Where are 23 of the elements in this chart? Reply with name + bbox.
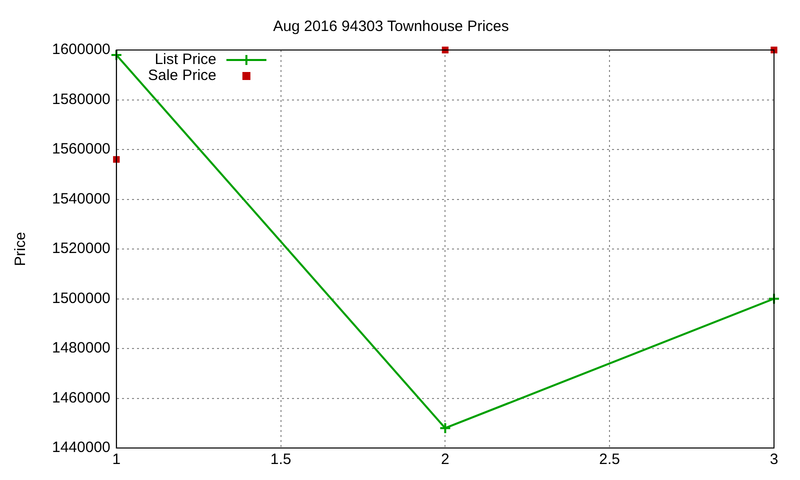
y-tick-label: 1580000 [52,90,110,108]
point [110,48,122,61]
legend-label: List Price [154,51,216,68]
x-tick-label: 1.5 [270,451,292,468]
y-tick-label: 1540000 [52,190,110,208]
x-tick-label: 1 [112,451,121,468]
point [770,46,778,54]
y-tick-label: 1520000 [52,240,110,258]
y-tick-label: 1440000 [52,439,110,456]
x-tick-label: 3 [770,451,778,468]
x-tick-label: 2.5 [599,451,620,468]
point [442,46,449,54]
y-tick-label: 1480000 [52,340,110,357]
y-tick-label: 1600000 [52,41,110,58]
chart-title: Aug 2016 94303 Townhouse Prices [273,18,509,36]
legend-label: Sale Price [148,67,216,84]
y-axis-title: Price [12,232,30,266]
y-tick-label: 1560000 [52,140,110,158]
y-tick-label: 1500000 [52,290,110,307]
x-tick-label: 2 [441,451,450,468]
point [768,292,780,305]
y-tick-label: 1460000 [52,389,110,406]
point [439,422,452,434]
